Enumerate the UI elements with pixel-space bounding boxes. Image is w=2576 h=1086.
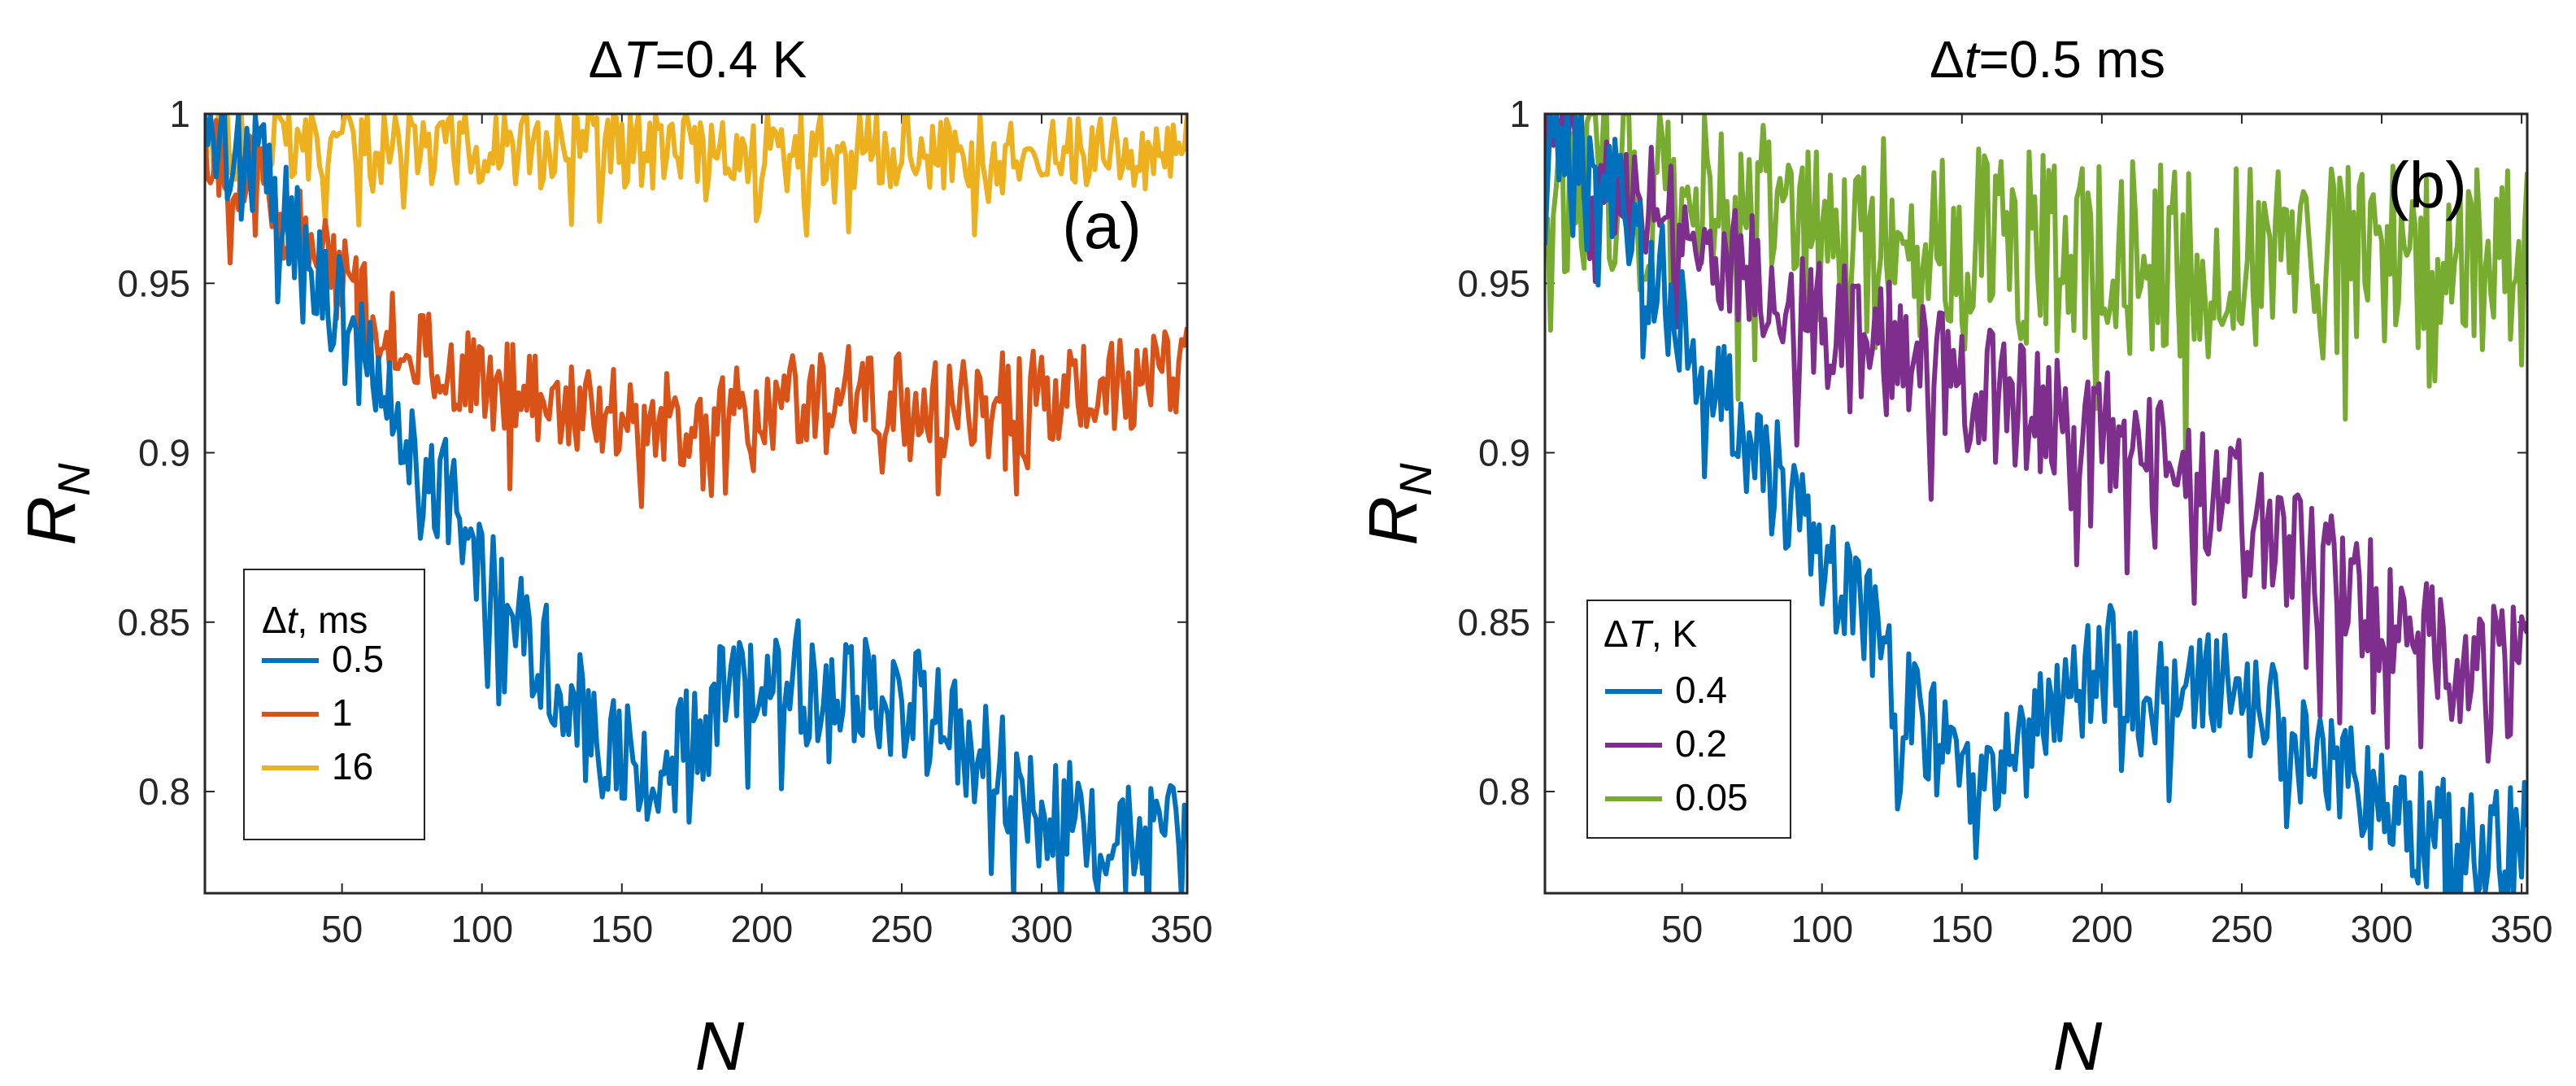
panel-b-x-tick-label: 250 [2211,908,2274,950]
panel-b-y-tick-label: 0.8 [1478,770,1530,813]
panel-b-label: (b) [2387,149,2467,221]
panel-b-x-tick-label: 100 [1791,908,1853,950]
panel-a-y-tick-label: 0.95 [117,262,190,304]
panel-a-x-tick-label: 150 [590,908,653,950]
panel-a-x-tick-label: 300 [1011,908,1073,950]
panel-a-x-tick-label: 100 [450,908,513,950]
panel-b-x-tick-label: 150 [1930,908,1993,950]
panel-b-series-line-0-2 [1545,114,2527,764]
panel-a-legend-entry-label: 16 [332,745,373,787]
panel-b-axes-border [1543,112,2529,895]
panel-b-x-tick-label: 200 [2071,908,2134,950]
panel-b-legend: ΔT, K 0.4 0.2 0.05 [1586,600,1791,839]
panel-b-legend-title: ΔT, K [1603,613,1697,655]
panel-a-x-tick-label: 200 [731,908,794,950]
panel-b: Δt=0.5 ms 0.8 0.85 0.9 0.95 1 50 100 150 200 250… [1355,30,2552,1084]
panel-b-legend-entry-label: 0.05 [1675,776,1748,818]
panel-b-x-tick-label: 350 [2491,908,2553,950]
panel-b-legend-entry-label: 0.2 [1675,722,1727,765]
panel-b-y-tick-label: 0.85 [1457,601,1530,643]
panel-b-y-axis-label: RN [1355,463,1441,546]
panel-a-y-tick-label: 0.8 [138,770,190,813]
panel-a-x-tick-label: 250 [871,908,933,950]
panel-a-x-tick-label: 50 [321,908,363,950]
panel-a-series-line-0-5 [205,114,1187,893]
panel-a-legend-title: Δt, ms [262,599,368,641]
panel-a-legend-entry-label: 0.5 [332,638,384,680]
panel-b-x-tick-label: 50 [1661,908,1703,950]
panel-a: ΔT=0.4 K 0.8 0.85 0.9 0.95 1 50 100 150 200 250 3… [13,30,1212,1084]
panel-a-title: ΔT=0.4 K [589,30,807,89]
panel-a-legend-box [243,569,425,840]
panel-b-x-tick-label: 300 [2351,908,2413,950]
panel-a-legend: Δt, ms 0.5 1 16 [243,569,425,840]
panel-a-legend-entry-label: 1 [332,691,353,734]
panel-b-y-tick-label: 0.9 [1478,432,1530,474]
panel-b-y-tick-label: 0.95 [1457,262,1530,304]
panel-a-x-tick-label: 350 [1151,908,1213,950]
panel-a-y-tick-label: 1 [169,93,190,135]
panel-b-y-tick-label: 1 [1509,93,1530,135]
panel-a-axes-border [203,112,1189,895]
panel-a-label: (a) [1062,190,1142,262]
panel-b-series-line-0-05 [1545,114,2527,474]
panel-b-series-line-0-4 [1545,114,2527,893]
panel-b-x-axis-label: N [2053,1008,2103,1084]
panel-b-title: Δt=0.5 ms [1930,30,2165,89]
panel-a-y-tick-label: 0.9 [138,432,190,474]
panel-a-series-line-16 [205,114,1187,238]
panel-a-y-axis-label: RN [13,463,99,546]
panel-a-y-tick-label: 0.85 [117,601,190,643]
panel-b-legend-entry-label: 0.4 [1675,669,1727,711]
panel-a-x-axis-label: N [695,1008,745,1084]
